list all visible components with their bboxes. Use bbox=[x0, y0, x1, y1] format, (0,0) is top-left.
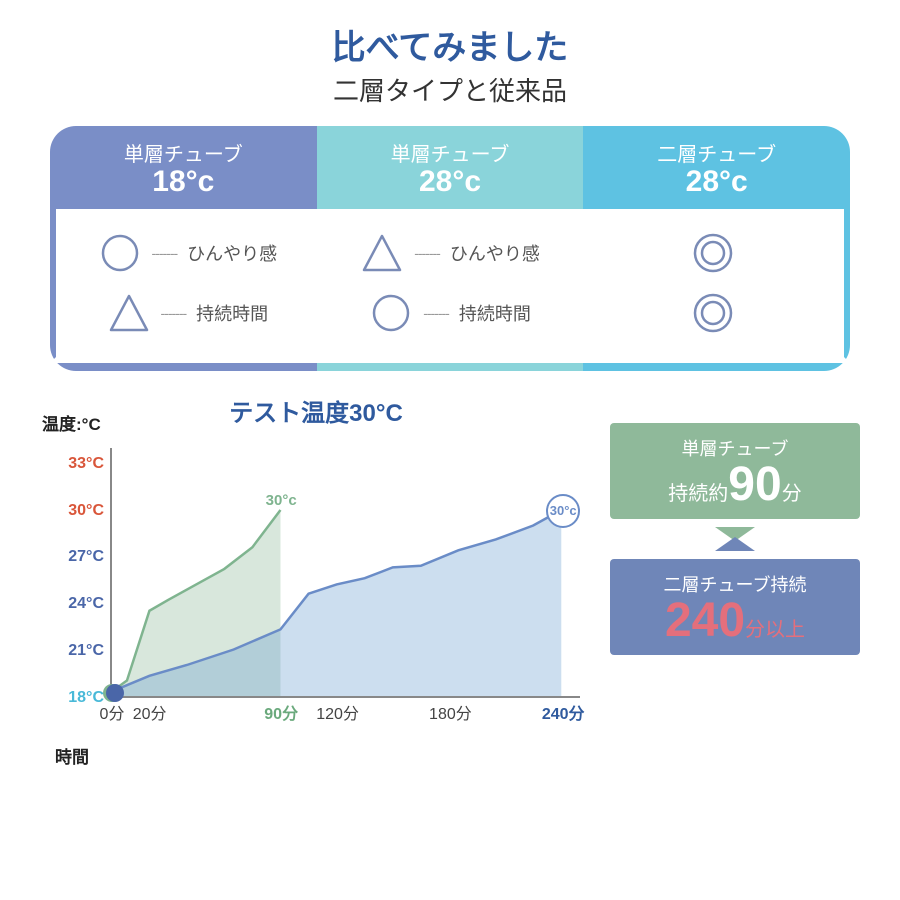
header-temp: 28°c bbox=[583, 165, 850, 199]
stat-panel: 単層チューブ 持続約90分 二層チューブ持続 240分以上 bbox=[610, 423, 860, 738]
x-tick-label: 180分 bbox=[429, 700, 472, 724]
comparison-row-label: ひんやり感 bbox=[450, 240, 540, 266]
stat1-prefix: 持続約 bbox=[668, 483, 728, 505]
circle-icon bbox=[369, 291, 413, 335]
double-circle-icon bbox=[691, 291, 735, 335]
y-tick-label: 21°C bbox=[44, 642, 104, 660]
y-tick-label: 18°C bbox=[44, 689, 104, 707]
x-axis-title: 時間 bbox=[55, 743, 89, 768]
y-tick-label: 27°C bbox=[44, 548, 104, 566]
chart-area: 温度:°C 0分20分90分120分180分240分30°c30°c 時間 33… bbox=[110, 438, 592, 738]
comparison-row-label: 持続時間 bbox=[459, 300, 531, 326]
header-temp: 18°c bbox=[50, 165, 317, 199]
header-name: 二層チューブ bbox=[583, 138, 850, 167]
stat-connector bbox=[610, 529, 860, 549]
comparison-header-cell: 単層チューブ 28°c bbox=[317, 126, 584, 209]
triangle-icon bbox=[360, 231, 404, 275]
stat1-unit: 分 bbox=[782, 483, 802, 505]
series-end-badge: 30°c bbox=[546, 494, 580, 528]
stat2-big: 240 bbox=[665, 597, 745, 645]
header-temp: 28°c bbox=[317, 165, 584, 199]
comparison-body: -------ひんやり感-------持続時間-------ひんやり感-----… bbox=[50, 209, 850, 371]
stat2-unit: 分以上 bbox=[745, 619, 805, 641]
stat2-value-row: 240分以上 bbox=[616, 597, 854, 645]
comparison-column: ------- ひんやり感 ------- 持続時間 bbox=[319, 209, 582, 357]
chart-panel: テスト温度30°C 温度:°C 0分20分90分120分180分240分30°c… bbox=[40, 393, 592, 738]
y-tick-label: 33°C bbox=[44, 455, 104, 473]
comparison-table: 単層チューブ 18°c単層チューブ 28°c二層チューブ 28°c ------… bbox=[50, 126, 850, 371]
stat-box-double-layer: 二層チューブ持続 240分以上 bbox=[610, 559, 860, 655]
y-tick-label: 30°C bbox=[44, 502, 104, 520]
comparison-row-label: 持続時間 bbox=[196, 300, 268, 326]
x-tick-label: 240分 bbox=[542, 700, 585, 724]
comparison-row-label: ひんやり感 bbox=[187, 240, 277, 266]
title-main: 比べてみました bbox=[0, 20, 900, 69]
dash-decoration: ------- bbox=[152, 245, 178, 261]
stat1-value-row: 持続約90分 bbox=[616, 461, 854, 509]
triangle-icon bbox=[107, 291, 151, 335]
chart-svg bbox=[112, 448, 580, 696]
comparison-header-cell: 単層チューブ 18°c bbox=[50, 126, 317, 209]
circle-icon bbox=[98, 231, 142, 275]
comparison-cell: ------- 持続時間 bbox=[56, 283, 319, 343]
y-axis-title: 温度:°C bbox=[42, 410, 101, 435]
y-tick-label: 24°C bbox=[44, 595, 104, 613]
bottom-section: テスト温度30°C 温度:°C 0分20分90分120分180分240分30°c… bbox=[40, 393, 860, 738]
series-start-dot bbox=[106, 684, 124, 702]
x-tick-label: 90分 bbox=[264, 700, 298, 724]
comparison-cell bbox=[581, 223, 844, 283]
dash-decoration: ------- bbox=[161, 305, 187, 321]
chart-title: テスト温度30°C bbox=[40, 393, 592, 428]
comparison-cell: ------- 持続時間 bbox=[319, 283, 582, 343]
x-tick-label: 20分 bbox=[133, 700, 167, 724]
comparison-cell: ------- ひんやり感 bbox=[56, 223, 319, 283]
comparison-column: ------- ひんやり感 ------- 持続時間 bbox=[56, 209, 319, 357]
x-tick-label: 120分 bbox=[316, 700, 359, 724]
comparison-cell bbox=[581, 283, 844, 343]
comparison-column bbox=[581, 209, 844, 357]
chart-plot: 0分20分90分120分180分240分30°c30°c bbox=[110, 448, 580, 698]
stat-box-single-layer: 単層チューブ 持続約90分 bbox=[610, 423, 860, 519]
title-sub: 二層タイプと従来品 bbox=[0, 71, 900, 108]
dash-decoration: ------- bbox=[423, 305, 449, 321]
dash-decoration: ------- bbox=[414, 245, 440, 261]
header-name: 単層チューブ bbox=[317, 138, 584, 167]
comparison-header-row: 単層チューブ 18°c単層チューブ 28°c二層チューブ 28°c bbox=[50, 126, 850, 209]
stat1-big: 90 bbox=[728, 461, 781, 509]
comparison-header-cell: 二層チューブ 28°c bbox=[583, 126, 850, 209]
comparison-cell: ------- ひんやり感 bbox=[319, 223, 582, 283]
double-circle-icon bbox=[691, 231, 735, 275]
title-block: 比べてみました 二層タイプと従来品 bbox=[0, 0, 900, 108]
series-end-label: 30°c bbox=[266, 492, 297, 509]
header-name: 単層チューブ bbox=[50, 138, 317, 167]
